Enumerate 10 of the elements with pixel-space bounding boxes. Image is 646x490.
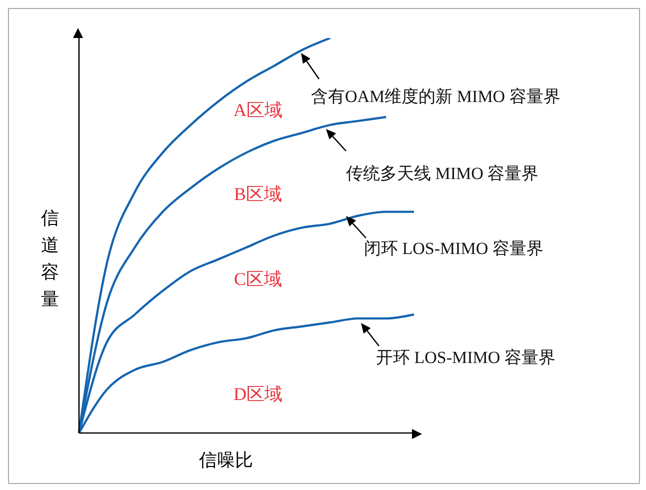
annotation: 含有OAM维度的新 MIMO 容量界 — [311, 86, 560, 108]
annotation: D区域 — [232, 383, 284, 406]
y-axis-title: 信道容量 — [40, 207, 60, 312]
annotation: A区域 — [232, 99, 284, 122]
annotation: 闭环 LOS-MIMO 容量界 — [364, 238, 544, 260]
annotation: C区域 — [232, 268, 283, 291]
annotation: 传统多天线 MIMO 容量界 — [346, 163, 539, 185]
annotation: 开环 LOS-MIMO 容量界 — [376, 347, 556, 369]
x-axis-title: 信噪比 — [199, 449, 253, 472]
annotation: B区域 — [232, 183, 283, 206]
